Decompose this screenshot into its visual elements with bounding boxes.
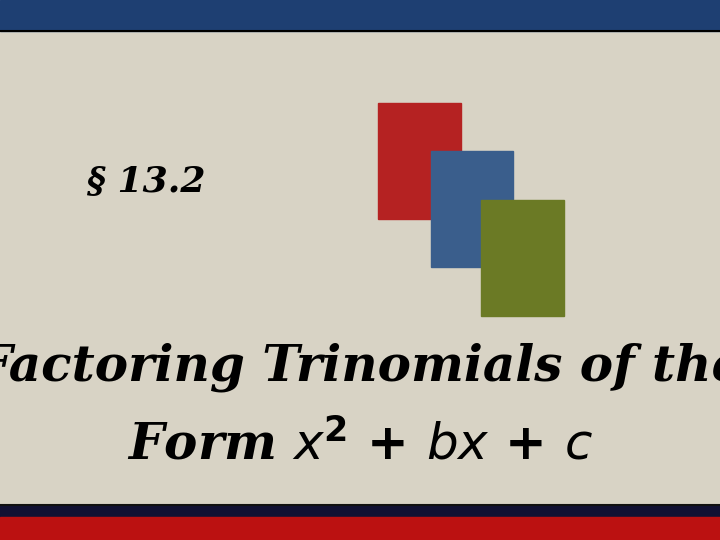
Bar [431,151,513,267]
Text: § 13.2: § 13.2 [86,164,206,198]
Bar [0,0,720,31]
Text: Form $\mathbf{\mathit{x}}^{\mathbf{2}}$ $\mathbf{+}$ $\mathbf{\mathit{bx}}$ $\ma: Form $\mathbf{\mathit{x}}^{\mathbf{2}}$ … [127,421,593,470]
Bar [481,200,564,316]
Text: Factoring Trinomials of the: Factoring Trinomials of the [0,342,720,392]
Bar [378,103,461,219]
Bar [0,505,720,517]
Bar [0,517,720,540]
